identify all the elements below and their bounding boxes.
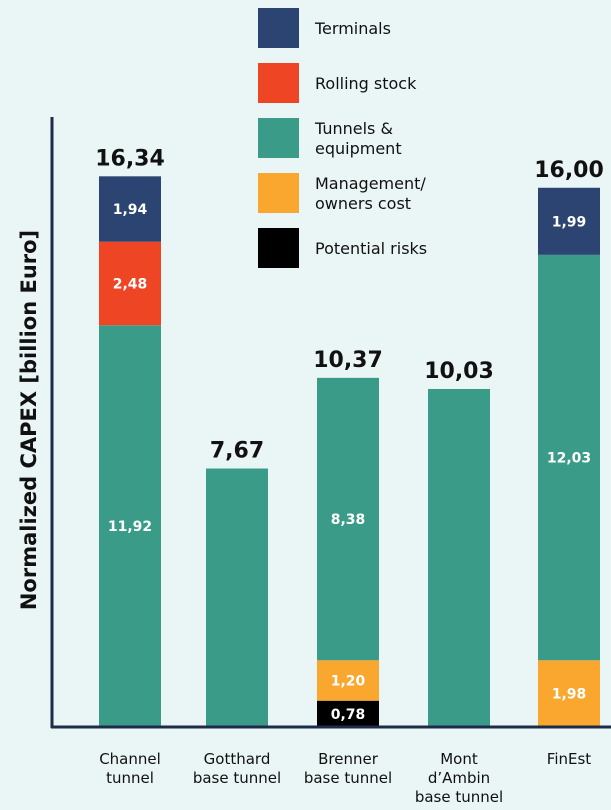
legend: Terminals Rolling stock Tunnels & equipment… [258, 8, 427, 268]
bar-segment [428, 388, 490, 727]
bar-total-label: 16,00 [534, 158, 604, 183]
category-labels: Channel tunnel Gotthard base tunnel Brenner b… [99, 750, 591, 806]
bar-segment [317, 377, 379, 661]
legend-swatch [258, 118, 299, 158]
category-label: Gotthard base tunnel [193, 750, 281, 787]
legend-label: Rolling stock [315, 74, 417, 93]
bars: 11,92 2,48 1,94 16,34 7,67 0,78 1,20 8,38 10,37 1… [95, 146, 604, 727]
segment-value-label: 1,99 [552, 214, 587, 230]
bar-segment [99, 241, 161, 326]
segment-value-label: 0,78 [331, 707, 366, 723]
category-label: Mont d’Ambin base tunnel [415, 750, 503, 806]
category-label: Channel tunnel [99, 750, 161, 787]
bar-segment [99, 325, 161, 727]
bar-segment [99, 176, 161, 242]
segment-value-label: 8,38 [331, 512, 366, 528]
segment-value-label: 12,03 [547, 451, 591, 467]
legend-label: Potential risks [315, 239, 427, 258]
legend-swatch [258, 228, 299, 268]
legend-label: Terminals [314, 19, 391, 38]
legend-label: Management/owners cost [315, 174, 426, 213]
bar-total-label: 16,34 [95, 146, 165, 171]
bar-segment [538, 660, 600, 727]
bar-segment [317, 700, 379, 727]
segment-value-label: 1,20 [331, 673, 366, 689]
bar-total-label: 7,67 [210, 439, 264, 464]
bar-total-label: 10,03 [424, 359, 494, 384]
segment-value-label: 2,48 [113, 276, 148, 292]
y-axis-label: Normalized CAPEX [billion Euro] [17, 230, 41, 610]
axes [50, 117, 611, 729]
segment-value-label: 1,94 [113, 202, 148, 218]
legend-swatch [258, 8, 299, 48]
legend-label: Tunnels & equipment [314, 119, 402, 158]
bar-segment [317, 660, 379, 701]
segment-value-label: 1,98 [552, 687, 587, 703]
bar-segment [538, 254, 600, 661]
category-label: Brenner base tunnel [304, 750, 392, 787]
legend-swatch [258, 63, 299, 103]
category-label: FinEst [547, 750, 592, 768]
bar-total-label: 10,37 [313, 348, 383, 373]
segment-value-label: 11,92 [108, 519, 152, 535]
bar-segment [538, 187, 600, 255]
legend-swatch [258, 173, 299, 213]
bar-segment [206, 468, 268, 727]
